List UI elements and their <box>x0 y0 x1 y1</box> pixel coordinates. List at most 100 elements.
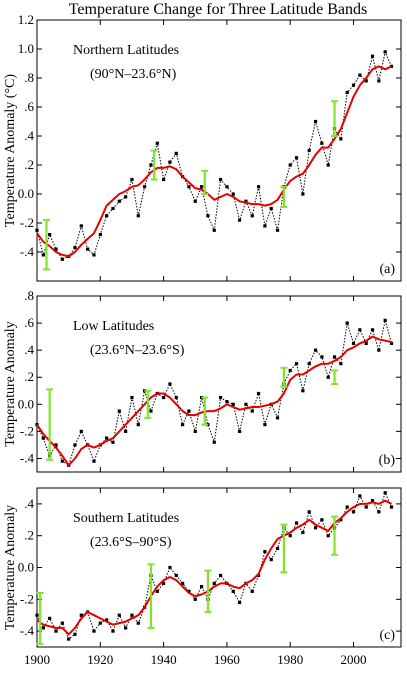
annual-data-point <box>364 79 368 83</box>
annual-data-point <box>358 494 362 498</box>
annual-data-point <box>193 429 197 433</box>
annual-data-point <box>212 440 216 444</box>
annual-data-point <box>294 521 299 525</box>
annual-data-point <box>168 565 172 570</box>
annual-data-point <box>212 581 216 585</box>
panel-label: (a) <box>379 262 395 277</box>
annual-data-point <box>193 199 197 203</box>
annual-data-point <box>263 224 267 228</box>
annual-series-line <box>36 50 392 260</box>
annual-data-point <box>181 581 185 585</box>
annual-data-point <box>35 228 39 232</box>
y-tick-label: .8 <box>24 288 34 303</box>
annual-data-point <box>250 589 254 593</box>
annual-data-point <box>269 557 273 562</box>
annual-data-point <box>218 395 223 400</box>
annual-data-point <box>187 409 191 413</box>
annual-data-point <box>237 429 242 433</box>
x-tick-label: 2000 <box>341 652 367 667</box>
annual-data-point <box>124 626 128 630</box>
annual-data-point <box>136 214 140 218</box>
annual-data-point <box>313 526 318 530</box>
annual-data-point <box>212 228 216 232</box>
annual-data-point <box>73 246 77 250</box>
annual-data-point <box>92 629 96 633</box>
annual-data-point <box>320 355 324 359</box>
annual-data-point <box>54 443 58 447</box>
annual-data-point <box>60 621 64 625</box>
annual-data-point <box>155 141 159 145</box>
annual-data-point <box>326 163 330 167</box>
annual-data-point <box>339 137 343 141</box>
annual-data-point <box>389 505 394 509</box>
annual-data-point <box>79 429 83 433</box>
annual-data-point <box>313 119 318 124</box>
annual-data-point <box>117 409 121 413</box>
annual-data-point <box>105 618 109 622</box>
annual-data-point <box>263 423 267 427</box>
annual-data-point <box>149 163 153 167</box>
annual-data-point <box>73 632 77 636</box>
y-axis-label: Temperature Anomaly (°C) <box>3 74 18 227</box>
band-range: (23.6°N–23.6°S) <box>90 343 185 358</box>
annual-data-point <box>294 156 299 160</box>
annual-data-point <box>383 491 387 495</box>
y-tick-label: 0.0 <box>18 186 34 201</box>
annual-data-point <box>79 224 83 228</box>
annual-data-point <box>231 402 235 406</box>
annual-data-point <box>288 534 292 538</box>
annual-data-point <box>117 613 121 617</box>
annual-data-point <box>41 253 45 257</box>
annual-data-point <box>370 328 375 332</box>
x-tick-label: 1940 <box>151 652 177 667</box>
annual-data-point <box>244 402 248 406</box>
annual-data-point <box>364 505 368 509</box>
annual-data-point <box>98 621 102 625</box>
annual-data-point <box>41 436 45 440</box>
band-range: (23.6°S–90°S) <box>90 535 172 550</box>
annual-data-point <box>225 400 229 404</box>
annual-data-point <box>225 185 229 189</box>
annual-data-point <box>111 440 115 444</box>
annual-data-point <box>377 79 381 83</box>
y-tick-label: 1.0 <box>18 41 34 56</box>
band-range: (90°N–23.6°N) <box>90 67 177 82</box>
annual-data-point <box>358 328 362 332</box>
annual-data-point <box>98 233 102 237</box>
annual-data-point <box>351 510 356 514</box>
annual-data-point <box>389 64 394 68</box>
y-tick-label: .2 <box>24 528 34 543</box>
annual-data-point <box>256 573 261 578</box>
y-tick-label: -.2 <box>20 591 34 606</box>
annual-data-point <box>54 629 58 633</box>
annual-data-point <box>105 436 109 440</box>
annual-data-point <box>60 459 64 463</box>
y-tick-label: -.4 <box>20 244 35 259</box>
annual-data-point <box>263 550 267 554</box>
annual-data-point <box>237 600 242 605</box>
panel-a: -.4 -.2 0.0 .2 .4 .6 .8 1.0 1.2 Temperature Anoma… <box>3 12 402 282</box>
annual-data-point <box>301 530 305 535</box>
annual-data-point <box>48 616 52 620</box>
annual-data-point <box>67 637 71 641</box>
annual-data-point <box>377 510 381 514</box>
annual-data-point <box>370 54 375 58</box>
annual-data-point <box>35 613 39 617</box>
annual-data-point <box>383 50 387 54</box>
annual-data-point <box>168 382 172 386</box>
annual-data-point <box>294 362 299 366</box>
annual-data-point <box>256 391 261 396</box>
annual-data-point <box>187 185 191 189</box>
annual-data-point <box>162 581 166 585</box>
panels: -.4 -.2 0.0 .2 .4 .6 .8 1.0 1.2 Temperature Anoma… <box>3 12 402 667</box>
annual-data-point <box>339 518 343 522</box>
annual-data-point <box>206 214 210 218</box>
annual-data-point <box>250 214 254 218</box>
annual-data-point <box>162 395 166 400</box>
annual-data-point <box>320 518 324 522</box>
annual-data-point <box>187 589 191 593</box>
x-tick-label: 1920 <box>87 652 113 667</box>
annual-data-point <box>345 90 349 95</box>
figure-title: Temperature Change for Three Latitude Ba… <box>69 1 367 18</box>
annual-data-point <box>275 416 280 420</box>
